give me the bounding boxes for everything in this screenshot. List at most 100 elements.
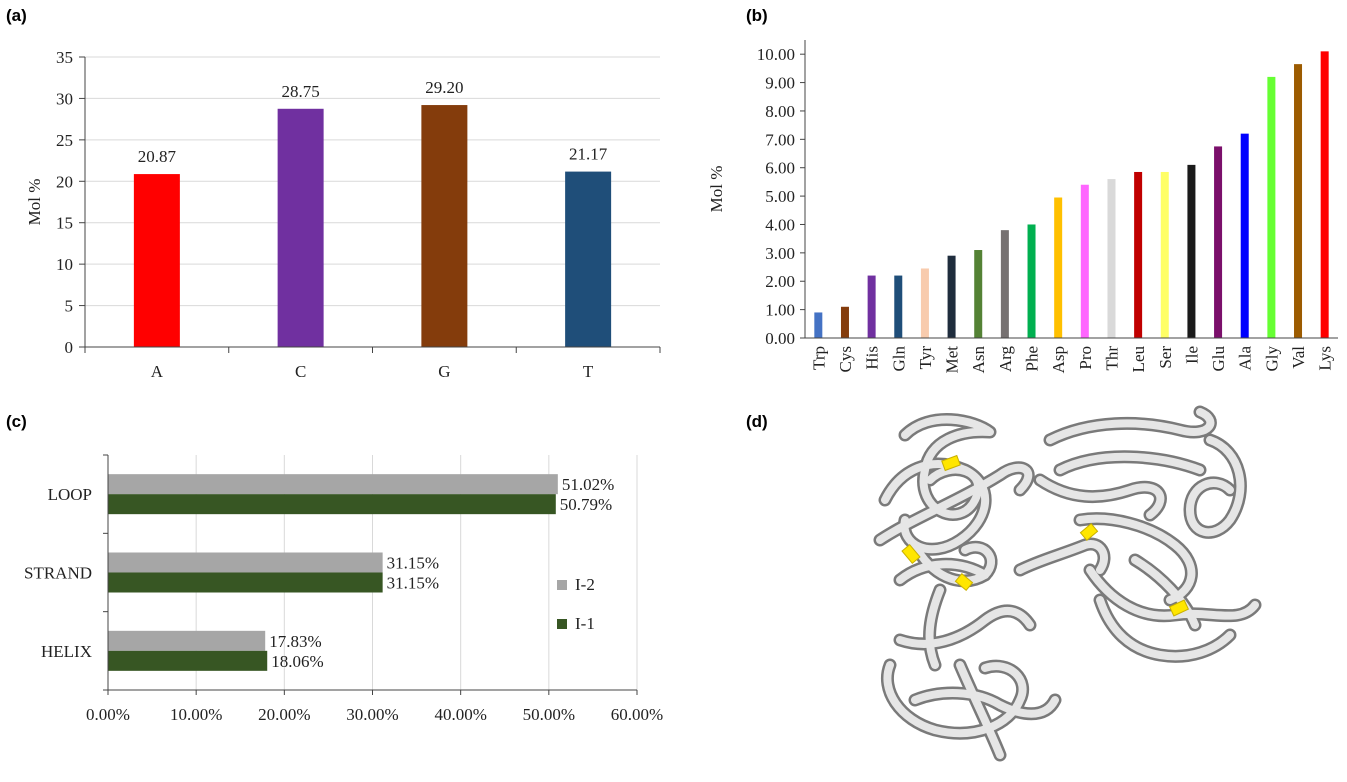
chart-b-bar-ile bbox=[1187, 164, 1196, 338]
chart-a-y-tick-label: 0 bbox=[65, 338, 74, 357]
chart-b-bar-thr bbox=[1107, 179, 1116, 338]
chart-a-bar-g bbox=[421, 105, 468, 347]
chart-c-x-tick-label: 50.00% bbox=[523, 705, 575, 724]
chart-b-y-tick-label: 5.00 bbox=[765, 187, 795, 206]
chart-b-x-tick-label: Lys bbox=[1316, 346, 1335, 371]
chart-a-bars: 20.87 28.75 29.20 21.17 bbox=[133, 78, 612, 348]
chart-b-y-tick-label: 9.00 bbox=[765, 74, 795, 93]
chart-c-y-tick-label: HELIX bbox=[41, 642, 92, 661]
chart-b-x-tick-label: Phe bbox=[1023, 346, 1042, 372]
chart-b-x-tick-label: Val bbox=[1289, 346, 1308, 369]
chart-b-bar-gly bbox=[1267, 76, 1276, 339]
chart-c-x-tick-label: 30.00% bbox=[346, 705, 398, 724]
chart-a-x-tick-label: C bbox=[295, 362, 306, 381]
chart-a-gridlines bbox=[85, 56, 660, 307]
chart-b-x-tick-label: Gly bbox=[1262, 346, 1281, 372]
chart-b-y-tick-label: 1.00 bbox=[765, 301, 795, 320]
chart-b-x-tick-label: Glu bbox=[1209, 346, 1228, 372]
chart-b-y-axis-title: Mol % bbox=[707, 166, 726, 213]
chart-c-data-label: 18.06% bbox=[271, 652, 323, 671]
chart-a-y-tick-label: 30 bbox=[56, 89, 73, 108]
chart-b-bar-cys bbox=[840, 306, 849, 338]
chart-b-y-tick-label: 8.00 bbox=[765, 102, 795, 121]
chart-b-x-tick-label: Ser bbox=[1156, 346, 1175, 369]
chart-c-x-tick-label: 20.00% bbox=[258, 705, 310, 724]
chart-b-x-tick-label: Pro bbox=[1076, 346, 1095, 370]
chart-a-data-label: 28.75 bbox=[282, 82, 320, 101]
chart-b-x-tick-label: Arg bbox=[996, 346, 1015, 373]
chart-a-y-tick-label: 25 bbox=[56, 131, 73, 150]
chart-b-bar-lys bbox=[1320, 51, 1329, 338]
chart-a-y-tick-label: 20 bbox=[56, 172, 73, 191]
chart-c-data-label: 31.15% bbox=[387, 554, 439, 573]
chart-a-data-label: 20.87 bbox=[138, 147, 177, 166]
chart-c-secondary-structure: 51.02%50.79% 31.15%31.15% 17.83%18.06% 0.0… bbox=[24, 454, 663, 724]
chart-b-bar-leu bbox=[1134, 171, 1143, 338]
chart-b-x-tick-label: Ala bbox=[1236, 346, 1255, 371]
chart-c-bar-loop-i-1 bbox=[108, 494, 556, 515]
chart-c-bar-strand-i-2 bbox=[108, 552, 383, 573]
chart-c-data-label: 50.79% bbox=[560, 495, 612, 514]
chart-c-legend-swatch bbox=[557, 619, 567, 629]
chart-b-bar-phe bbox=[1027, 224, 1036, 338]
chart-c-bar-loop-i-2 bbox=[108, 474, 558, 495]
chart-a-y-axis-title: Mol % bbox=[25, 179, 44, 226]
chart-b-x-tick-label: Tyr bbox=[916, 346, 935, 370]
chart-b-bar-asn bbox=[974, 250, 983, 338]
panel-label-c: (c) bbox=[6, 412, 27, 431]
chart-a-y-tick-label: 10 bbox=[56, 255, 73, 274]
chart-b-x-tick-label: Ile bbox=[1182, 346, 1201, 364]
chart-b-x-tick-label: Leu bbox=[1129, 346, 1148, 373]
chart-c-y-tick-label: LOOP bbox=[48, 485, 92, 504]
chart-b-y-tick-label: 4.00 bbox=[765, 215, 795, 234]
chart-c-legend-swatch bbox=[557, 580, 567, 590]
chart-a-y-tick-label: 5 bbox=[65, 297, 74, 316]
chart-b-y-tick-label: 6.00 bbox=[765, 159, 795, 178]
chart-b-bar-his bbox=[867, 275, 876, 338]
chart-c-data-label: 51.02% bbox=[562, 475, 614, 494]
chart-c-bar-helix-i-1 bbox=[108, 650, 268, 671]
chart-c-bar-strand-i-1 bbox=[108, 572, 383, 593]
chart-b-x-tick-label: Thr bbox=[1102, 346, 1121, 371]
chart-c-x-tick-label: 40.00% bbox=[434, 705, 486, 724]
chart-c-bar-helix-i-2 bbox=[108, 630, 266, 651]
chart-c-legend-label: I-2 bbox=[575, 575, 595, 594]
chart-b-bar-ser bbox=[1160, 171, 1169, 338]
chart-a-data-label: 29.20 bbox=[425, 78, 463, 97]
chart-a-y-tick-label: 15 bbox=[56, 214, 73, 233]
chart-b-bar-asp bbox=[1054, 197, 1063, 338]
chart-b-x-tick-label: Asn bbox=[969, 346, 988, 374]
chart-a-x-tick-label: G bbox=[438, 362, 450, 381]
chart-b-bar-met bbox=[947, 255, 956, 338]
chart-b-bar-arg bbox=[1000, 230, 1009, 338]
chart-b-x-tick-label: Asp bbox=[1049, 346, 1068, 373]
chart-b-axes: 0.00 1.00 2.00 3.00 4.00 5.00 6.00 7.00 8.00 9.00… bbox=[757, 40, 1338, 373]
chart-c-y-tick-label: STRAND bbox=[24, 564, 92, 583]
chart-c-data-label: 31.15% bbox=[387, 574, 439, 593]
chart-c-x-tick-label: 0.00% bbox=[86, 705, 130, 724]
panel-label-d: (d) bbox=[746, 412, 768, 431]
panel-label-a: (a) bbox=[6, 6, 27, 25]
chart-b-y-tick-label: 3.00 bbox=[765, 244, 795, 263]
chart-b-y-tick-label: 10.00 bbox=[757, 45, 795, 64]
chart-b-bar-glu bbox=[1214, 146, 1223, 338]
chart-b-x-tick-label: Trp bbox=[809, 346, 828, 370]
chart-b-bar-ala bbox=[1240, 133, 1249, 338]
chart-a-axes: 0 5 10 15 20 25 30 35 A C G T bbox=[56, 48, 661, 381]
chart-c-x-tick-label: 60.00% bbox=[611, 705, 663, 724]
protein-structure-image bbox=[873, 405, 1262, 762]
chart-b-y-tick-label: 0.00 bbox=[765, 329, 795, 348]
chart-a-bar-a bbox=[133, 174, 180, 347]
chart-b-bar-val bbox=[1294, 64, 1303, 338]
chart-c-bars: 51.02%50.79% 31.15%31.15% 17.83%18.06% bbox=[108, 474, 614, 671]
chart-b-x-tick-label: Met bbox=[943, 346, 962, 374]
chart-a-x-tick-label: T bbox=[583, 362, 594, 381]
chart-a-y-tick-label: 35 bbox=[56, 48, 73, 67]
chart-c-axes: 0.00% 10.00% 20.00% 30.00% 40.00% 50.00% 60.00… bbox=[24, 454, 663, 724]
chart-b-y-tick-label: 7.00 bbox=[765, 130, 795, 149]
chart-b-bar-tyr bbox=[920, 268, 929, 338]
chart-a-x-tick-label: A bbox=[151, 362, 164, 381]
chart-a-bar-c bbox=[277, 108, 324, 348]
